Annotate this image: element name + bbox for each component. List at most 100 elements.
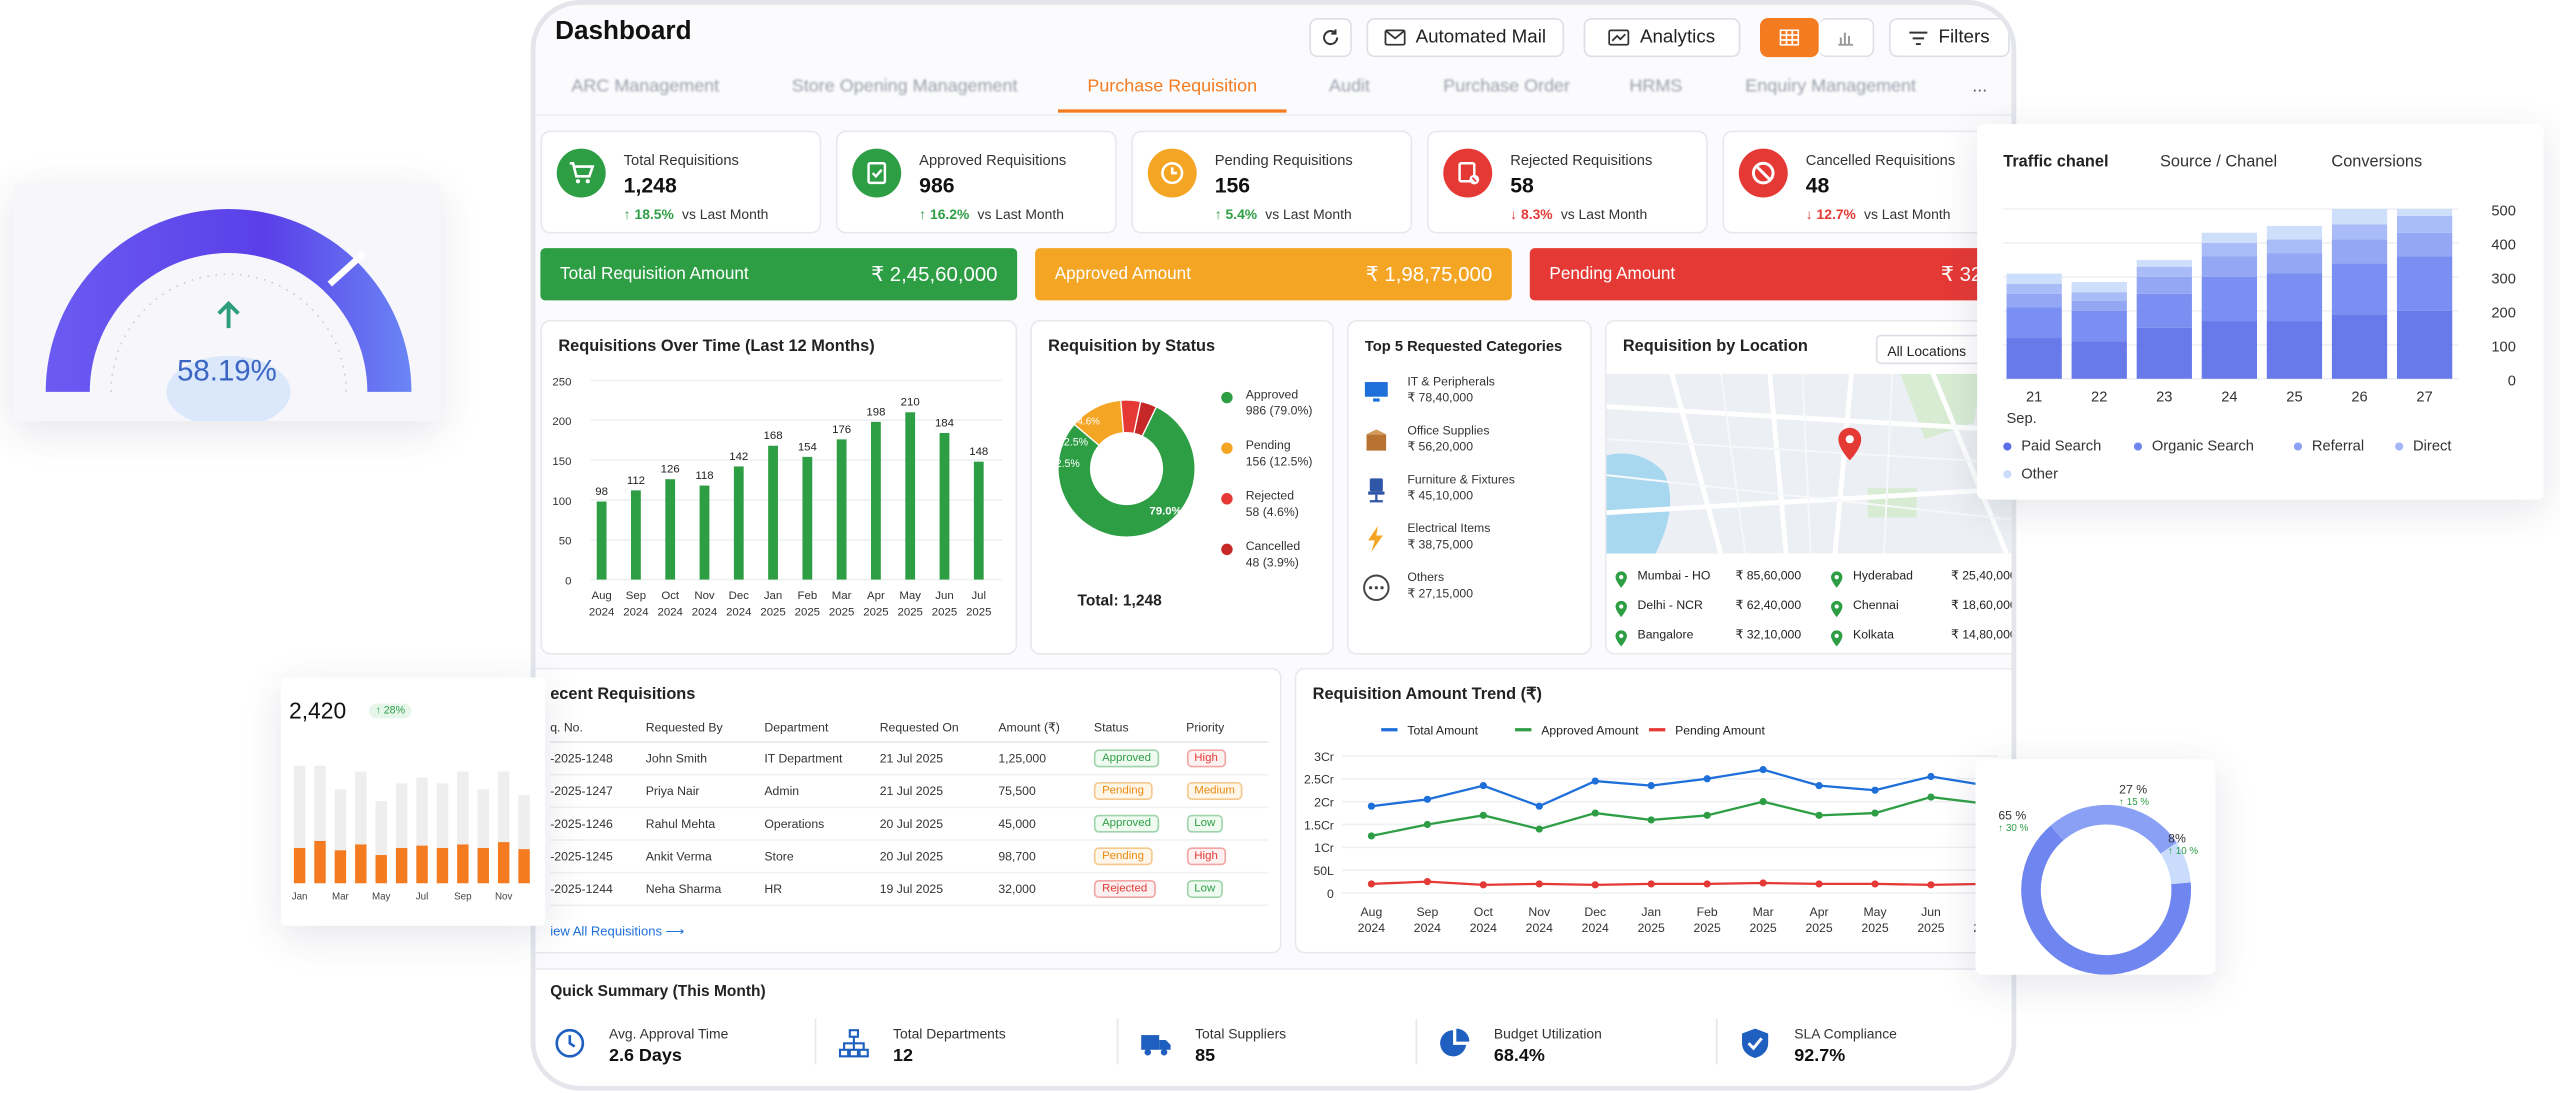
bar[interactable]	[631, 490, 641, 580]
stacked-segment-direct[interactable]	[2331, 224, 2388, 240]
tab-purchase-order[interactable]: Purchase Order	[1443, 76, 1571, 97]
stacked-segment-paid-search[interactable]	[2071, 341, 2127, 379]
stacked-segment-other[interactable]	[2331, 208, 2388, 225]
bar[interactable]	[457, 844, 469, 884]
data-point[interactable]	[1647, 782, 1655, 790]
category-item-electrical-items[interactable]: Electrical Items ₹ 38,75,000	[1362, 521, 1582, 563]
bar[interactable]	[518, 849, 530, 884]
analytics-button[interactable]: Analytics	[1583, 17, 1741, 58]
column-header-department[interactable]: Department	[764, 715, 880, 743]
stacked-segment-direct[interactable]	[2396, 215, 2453, 233]
data-point[interactable]	[1815, 811, 1823, 819]
automated-mail-button[interactable]: Automated Mail	[1366, 17, 1565, 58]
stacked-segment-referral[interactable]	[2331, 239, 2388, 264]
data-point[interactable]	[1815, 782, 1823, 790]
stacked-segment-paid-search[interactable]	[2136, 327, 2192, 379]
column-header-priority[interactable]: Priority	[1186, 715, 1269, 743]
data-point[interactable]	[1927, 793, 1935, 801]
chart-view-toggle[interactable]	[1818, 17, 1875, 58]
data-point[interactable]	[1423, 878, 1431, 886]
stacked-segment-paid-search[interactable]	[2266, 321, 2323, 379]
kpi-card-rejected-requisitions[interactable]: Rejected Requisitions 58 ↓ 8.3% vs Last Mon…	[1426, 130, 1708, 234]
bar[interactable]	[355, 844, 367, 884]
data-point[interactable]	[1367, 802, 1376, 810]
tab-source-chanel[interactable]: Source / Chanel	[2159, 153, 2278, 172]
stacked-segment-organic-search[interactable]	[2331, 263, 2388, 315]
bar[interactable]	[334, 850, 347, 884]
stacked-segment-organic-search[interactable]	[2266, 273, 2323, 322]
bar[interactable]	[596, 501, 607, 580]
kpi-card-cancelled-requisitions[interactable]: Cancelled Requisitions 48 ↓ 12.7% vs Last M…	[1722, 130, 2004, 234]
data-point[interactable]	[1871, 786, 1879, 794]
bar[interactable]	[973, 461, 984, 580]
data-point[interactable]	[1367, 832, 1376, 840]
table-row[interactable]: -2025-1245 Ankit Verma Store 20 Jul 2025 98,…	[550, 839, 1269, 873]
data-point[interactable]	[1871, 809, 1879, 817]
data-point[interactable]	[1423, 795, 1431, 803]
location-map[interactable]	[1606, 373, 2017, 554]
donut-segment[interactable]	[2021, 804, 2192, 975]
bar[interactable]	[699, 485, 710, 580]
data-point[interactable]	[1479, 811, 1487, 819]
pie-slice-approved[interactable]	[1057, 405, 1196, 538]
data-point[interactable]	[1759, 879, 1767, 887]
stacked-segment-organic-search[interactable]	[2071, 310, 2127, 342]
stacked-segment-referral[interactable]	[2136, 276, 2192, 294]
bar[interactable]	[314, 840, 326, 884]
stacked-segment-referral[interactable]	[2006, 293, 2062, 308]
stacked-segment-paid-search[interactable]	[2331, 314, 2388, 379]
tab-purchase-requisition[interactable]: Purchase Requisition	[1087, 76, 1258, 97]
stacked-segment-other[interactable]	[2396, 208, 2453, 216]
stacked-segment-paid-search[interactable]	[2201, 321, 2258, 379]
category-item-others[interactable]: Others ₹ 27,15,000	[1362, 570, 1582, 612]
tab-conversions[interactable]: Conversions	[2331, 153, 2423, 172]
tab-enquiry-management[interactable]: Enquiry Management	[1745, 76, 1917, 97]
data-point[interactable]	[1535, 880, 1543, 888]
stacked-segment-direct[interactable]	[2006, 283, 2062, 294]
data-point[interactable]	[1703, 775, 1711, 783]
view-all-requisitions-link[interactable]: iew All Requisitions ⟶	[550, 924, 684, 939]
data-point[interactable]	[1479, 782, 1487, 790]
stacked-segment-referral[interactable]	[2396, 232, 2453, 257]
refresh-button[interactable]	[1309, 17, 1352, 58]
table-row[interactable]: -2025-1248 John Smith IT Department 21 Jul …	[550, 741, 1269, 775]
data-point[interactable]	[1647, 816, 1655, 824]
stacked-segment-organic-search[interactable]	[2006, 307, 2062, 339]
tabs-more-button[interactable]: ...	[1972, 76, 1988, 97]
stacked-segment-direct[interactable]	[2071, 292, 2127, 301]
bar[interactable]	[733, 466, 744, 580]
data-point[interactable]	[1591, 777, 1599, 785]
bar[interactable]	[477, 847, 489, 884]
data-point[interactable]	[1815, 880, 1823, 888]
stacked-segment-organic-search[interactable]	[2396, 256, 2453, 311]
bar[interactable]	[416, 845, 428, 884]
bar[interactable]	[497, 842, 510, 884]
kpi-card-total-requisitions[interactable]: Total Requisitions 1,248 ↑ 18.5% vs Last Mo…	[540, 130, 822, 234]
filters-button[interactable]: Filters	[1888, 17, 2010, 58]
category-item-office-supplies[interactable]: Office Supplies ₹ 56,20,000	[1362, 423, 1582, 465]
data-point[interactable]	[1479, 881, 1487, 889]
data-point[interactable]	[1591, 809, 1599, 817]
stacked-segment-other[interactable]	[2136, 259, 2192, 267]
stacked-segment-other[interactable]	[2201, 232, 2258, 243]
data-point[interactable]	[1703, 811, 1711, 819]
table-row[interactable]: -2025-1247 Priya Nair Admin 21 Jul 2025 75,5…	[550, 773, 1269, 808]
bar[interactable]	[375, 855, 387, 884]
data-point[interactable]	[1535, 802, 1543, 810]
data-point[interactable]	[1871, 880, 1879, 888]
table-row[interactable]: -2025-1244 Neha Sharma HR 19 Jul 2025 32,000…	[550, 871, 1269, 906]
category-item-it-peripherals[interactable]: IT & Peripherals ₹ 78,40,000	[1362, 374, 1582, 416]
grid-view-toggle[interactable]	[1759, 17, 1819, 58]
donut-segment[interactable]	[2021, 804, 2192, 975]
bar[interactable]	[802, 456, 813, 580]
data-point[interactable]	[1423, 820, 1431, 829]
tab-store-opening-management[interactable]: Store Opening Management	[791, 76, 1018, 97]
category-item-furniture-fixtures[interactable]: Furniture & Fixtures ₹ 45,10,000	[1362, 472, 1582, 514]
stacked-segment-organic-search[interactable]	[2201, 276, 2258, 322]
data-point[interactable]	[1367, 880, 1376, 888]
tab-traffic-chanel[interactable]: Traffic chanel	[2003, 153, 2109, 172]
bar[interactable]	[436, 847, 449, 884]
bar[interactable]	[768, 445, 778, 580]
column-header-q-no[interactable]: q. No.	[550, 715, 646, 743]
stacked-segment-organic-search[interactable]	[2136, 293, 2192, 328]
